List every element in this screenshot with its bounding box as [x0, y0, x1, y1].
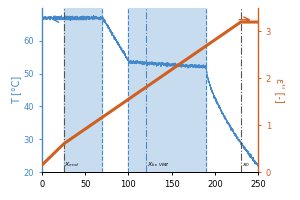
Text: $X_{end}$: $X_{end}$: [64, 160, 79, 169]
Bar: [128, 8, 206, 172]
Text: $X_{kr,VMZ}$: $X_{kr,VMZ}$: [146, 161, 170, 169]
Y-axis label: T [°C]: T [°C]: [11, 76, 21, 104]
Y-axis label: ε'' [-]: ε'' [-]: [275, 78, 285, 102]
Text: $x_0$: $x_0$: [242, 161, 250, 169]
Bar: [64, 8, 103, 172]
